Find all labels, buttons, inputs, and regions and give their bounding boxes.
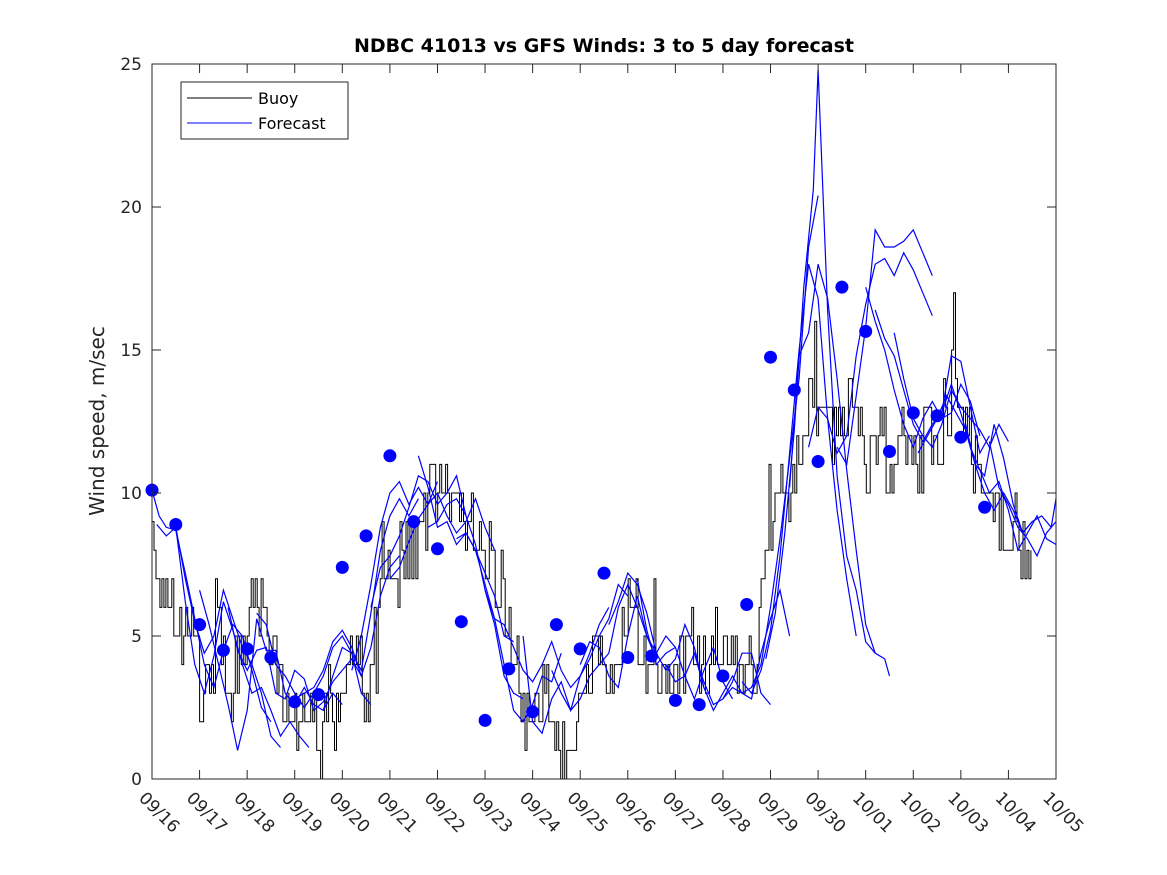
forecast-point bbox=[668, 693, 682, 707]
forecast-point bbox=[978, 500, 992, 514]
forecast-point bbox=[288, 695, 302, 709]
forecast-point bbox=[526, 705, 540, 719]
y-tick-label: 20 bbox=[120, 198, 142, 218]
plot-background bbox=[152, 64, 1056, 779]
forecast-point bbox=[573, 642, 587, 656]
forecast-point bbox=[740, 598, 754, 611]
forecast-series bbox=[151, 69, 1057, 751]
forecast-point bbox=[407, 515, 421, 529]
forecast-run-15 bbox=[522, 583, 629, 735]
forecast-run-32 bbox=[941, 382, 1057, 552]
forecast-run-28 bbox=[865, 286, 981, 449]
forecast-point bbox=[335, 560, 349, 574]
forecast-run-13 bbox=[456, 532, 562, 723]
forecast-run-7 bbox=[322, 497, 419, 711]
forecast-run-16 bbox=[551, 582, 657, 712]
forecast-run-6 bbox=[294, 555, 400, 700]
forecast-point bbox=[692, 698, 706, 712]
forecast-point bbox=[216, 643, 230, 657]
forecast-point bbox=[312, 688, 325, 702]
forecast-run-33 bbox=[965, 424, 1057, 535]
y-axis-label: Wind speed, m/sec bbox=[85, 326, 109, 516]
forecast-run-34 bbox=[988, 441, 1057, 558]
y-tick-label: 5 bbox=[131, 627, 142, 647]
buoy-series bbox=[152, 292, 1032, 780]
y-tick-label: 25 bbox=[120, 55, 142, 75]
legend-buoy-label: Buoy bbox=[258, 89, 298, 108]
forecast-point bbox=[597, 566, 611, 580]
y-tick-label: 10 bbox=[120, 484, 142, 504]
y-axis: 0 5 10 15 20 25 bbox=[120, 55, 1056, 790]
forecast-run-27 bbox=[836, 227, 933, 467]
forecast-point bbox=[383, 449, 397, 463]
forecast-point bbox=[954, 430, 968, 444]
forecast-point bbox=[431, 542, 444, 556]
forecast-point bbox=[764, 350, 777, 364]
legend: Buoy Forecast bbox=[180, 81, 349, 140]
forecast-point bbox=[478, 713, 492, 727]
forecast-point bbox=[359, 529, 373, 543]
forecast-run-10 bbox=[389, 491, 496, 580]
forecast-run-2 bbox=[175, 527, 310, 748]
forecast-point bbox=[240, 642, 254, 656]
forecast-point bbox=[835, 280, 849, 294]
forecast-point bbox=[454, 615, 468, 629]
chart-title: NDBC 41013 vs GFS Winds: 3 to 5 day fore… bbox=[354, 35, 854, 57]
forecast-point bbox=[906, 406, 920, 420]
legend-forecast-label: Forecast bbox=[258, 114, 326, 133]
forecast-point bbox=[787, 383, 801, 397]
axes-box bbox=[151, 63, 1057, 780]
y-tick-label: 0 bbox=[131, 770, 142, 790]
forecast-run-14 bbox=[484, 590, 610, 689]
forecast-run-4 bbox=[227, 607, 362, 712]
forecast-point bbox=[502, 662, 516, 676]
forecast-point bbox=[859, 324, 873, 338]
forecast-point bbox=[193, 618, 207, 632]
forecast-point bbox=[930, 409, 944, 423]
forecast-point bbox=[645, 649, 659, 663]
forecast-point bbox=[169, 518, 183, 531]
forecast-run-8 bbox=[351, 480, 439, 671]
forecast-run-3 bbox=[199, 590, 343, 751]
forecast-point bbox=[811, 455, 825, 468]
forecast-point bbox=[264, 651, 278, 664]
plot-area bbox=[152, 64, 1056, 779]
legend-box bbox=[180, 81, 349, 140]
forecast-point bbox=[883, 445, 896, 458]
forecast-run-29 bbox=[874, 309, 990, 455]
forecast-run-9 bbox=[370, 474, 467, 608]
forecast-run-22 bbox=[722, 195, 819, 700]
y-tick-label: 15 bbox=[120, 341, 142, 361]
forecast-point bbox=[549, 618, 563, 632]
buoy-line bbox=[152, 292, 1032, 780]
forecast-run-17 bbox=[579, 595, 676, 689]
forecast-run-25 bbox=[789, 264, 891, 677]
forecast-point bbox=[621, 651, 635, 664]
forecast-point bbox=[716, 669, 730, 683]
forecast-points bbox=[145, 280, 992, 727]
